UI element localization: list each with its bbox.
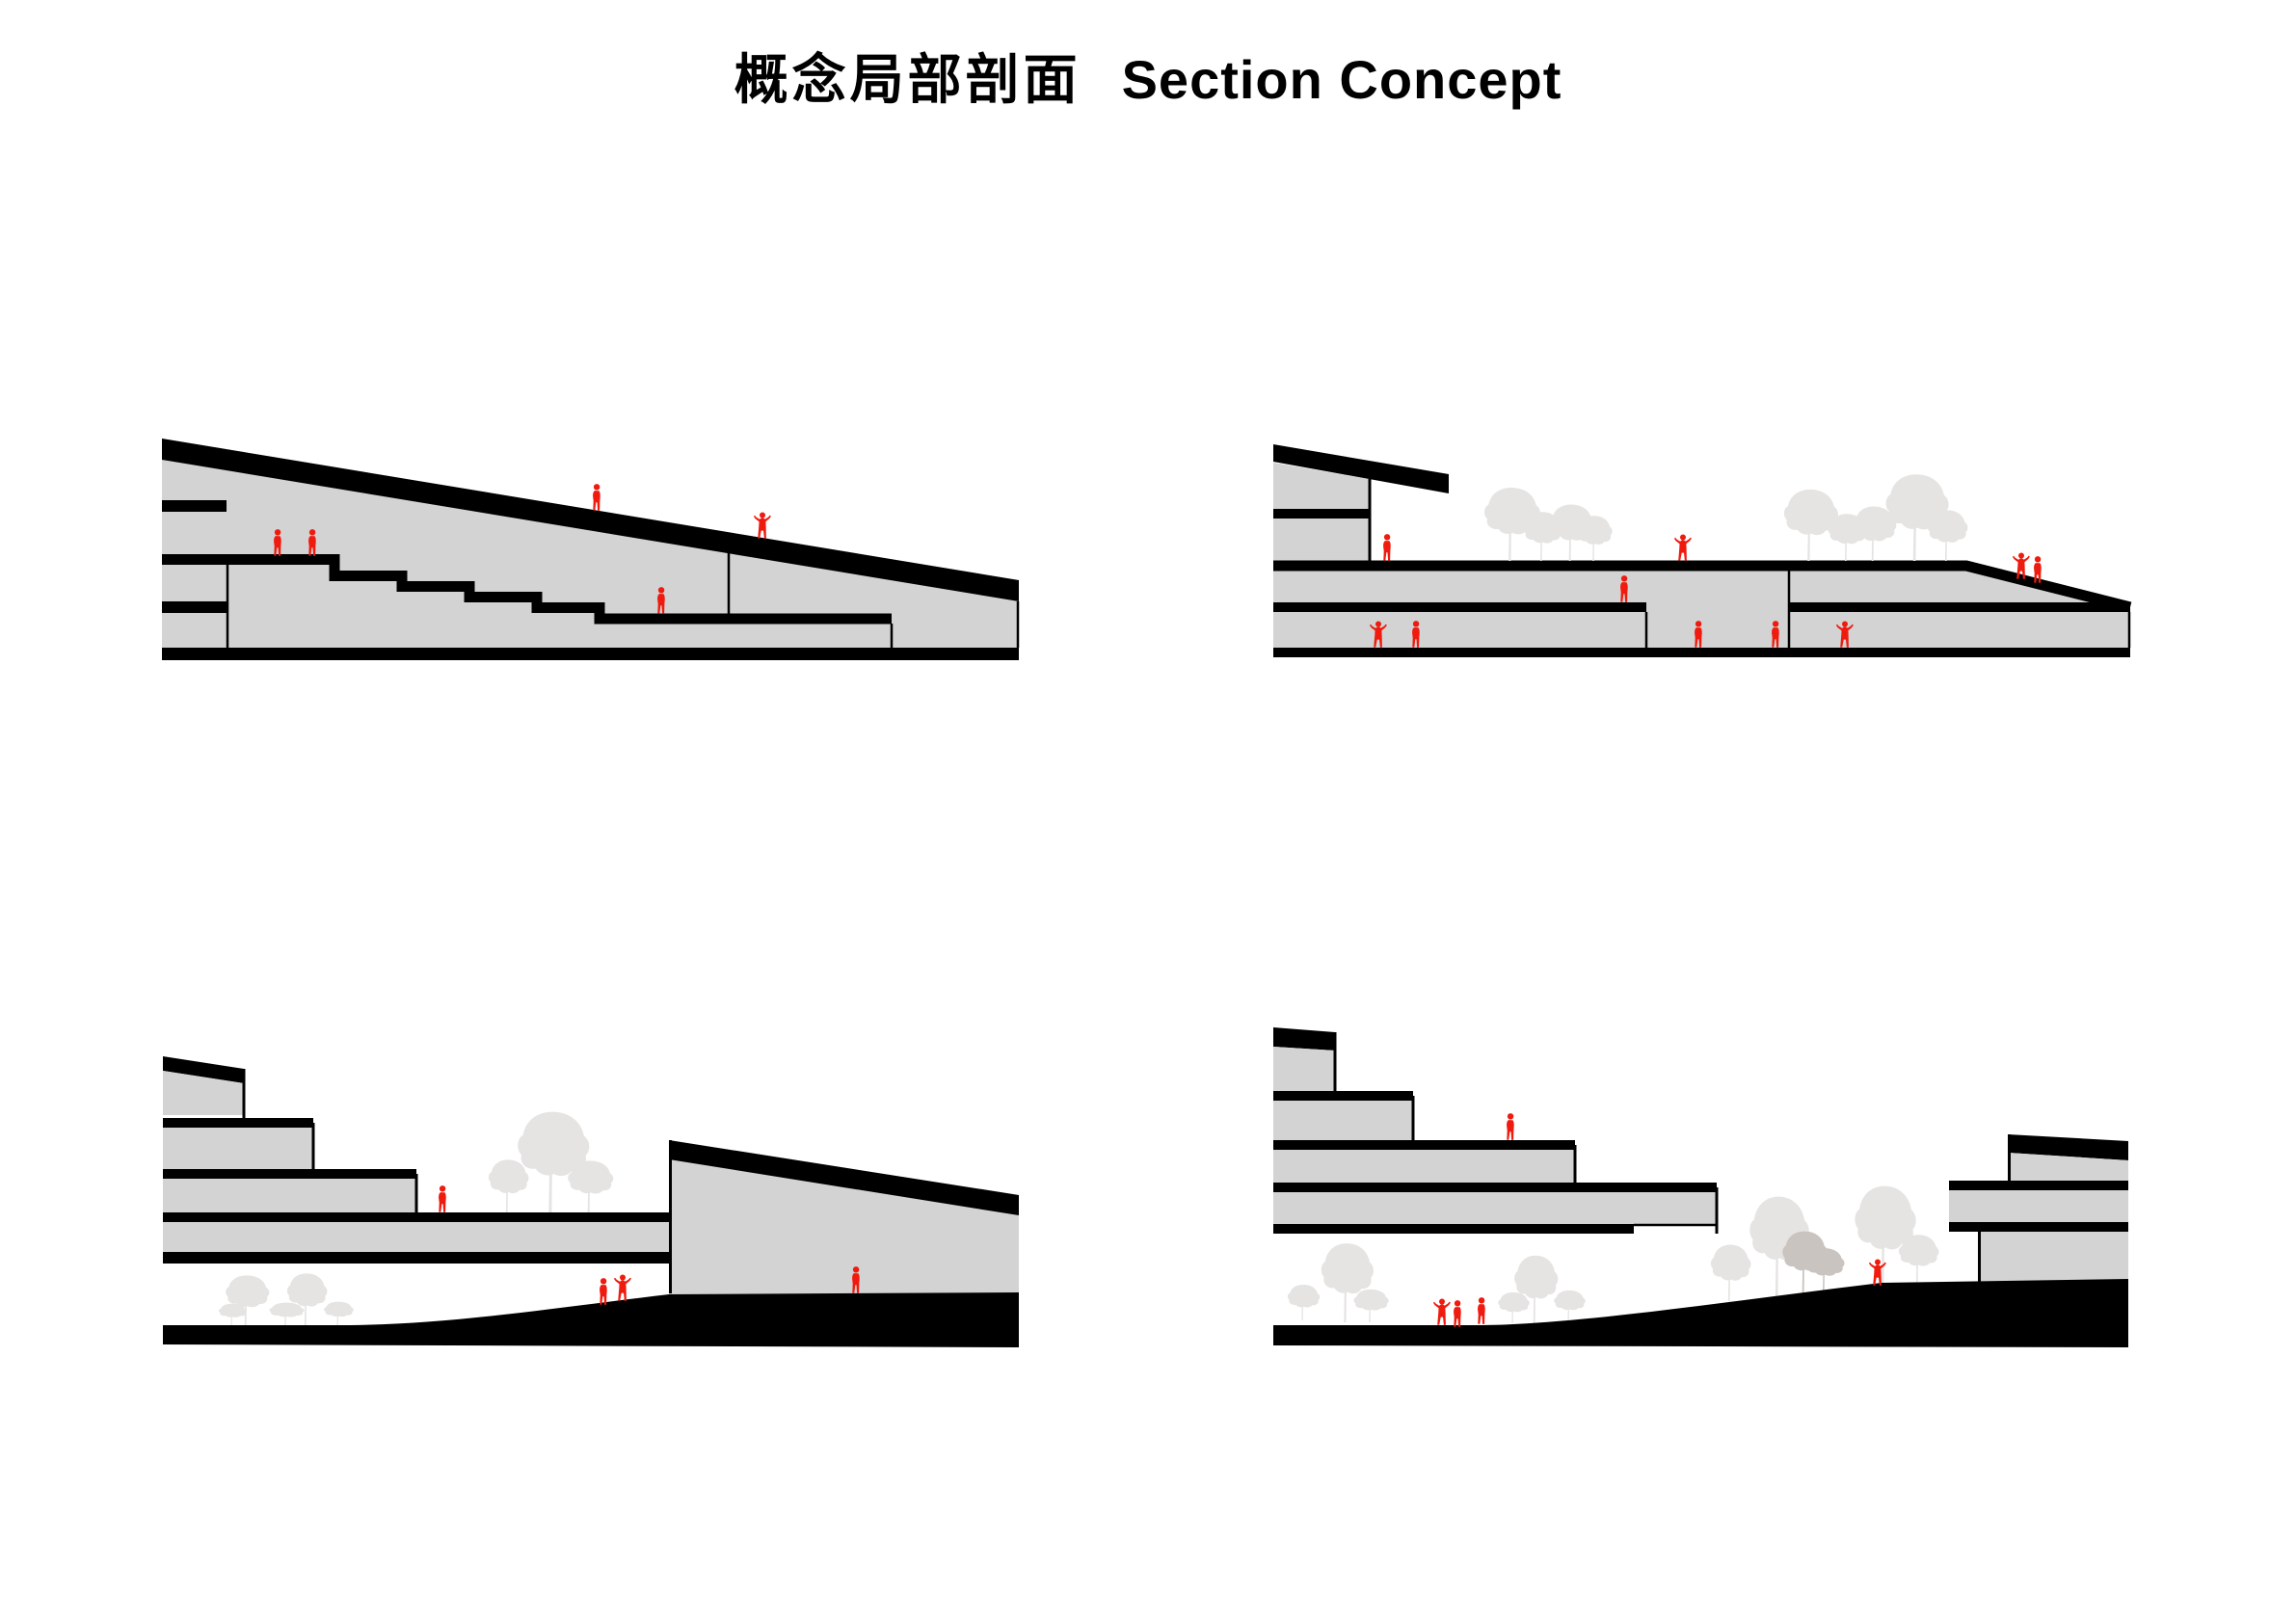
person-arms-up-icon (1432, 1298, 1451, 1325)
br-terrace1-band (1273, 1027, 1335, 1051)
tree-icon (219, 1303, 247, 1325)
br-terrace3-body (1273, 1150, 1575, 1183)
person-stand-icon (439, 1185, 446, 1212)
br-terrace2-band (1273, 1091, 1413, 1101)
tree-icon (269, 1302, 305, 1325)
tree-icon (1710, 1244, 1751, 1301)
tree-icon (226, 1275, 270, 1325)
person-arms-up-icon (1673, 534, 1692, 561)
page-title-en: Section Concept (1121, 49, 1562, 110)
br-pavilion-attic-body (2008, 1153, 2128, 1181)
tree-icon (1321, 1243, 1375, 1322)
br-pavilion-deck-top-band (1949, 1181, 2128, 1190)
section-top-right (1273, 444, 2132, 657)
page-title-zh: 概念局部剖面 (734, 49, 1081, 110)
page-title: 概念局部剖面 Section Concept (0, 37, 2296, 115)
tl-roof-slope (162, 439, 1019, 601)
person-stand-icon (1454, 1300, 1461, 1327)
person-arms-up-icon (613, 1274, 631, 1301)
bl-ground-mass (163, 1292, 1019, 1347)
person-stand-icon (1478, 1297, 1485, 1324)
tr-ground-slab (1273, 648, 2130, 657)
bl-hall-body (669, 1140, 1019, 1294)
br-terrace4-band (1273, 1183, 1717, 1192)
tl-floor-stub-upper (162, 500, 227, 512)
tl-stair-band (162, 554, 892, 625)
person-stand-icon (593, 484, 601, 511)
br-terrace4-bottom-band (1273, 1224, 1634, 1234)
person-stand-icon (1383, 534, 1391, 561)
bl-terrace1-body (163, 1071, 244, 1115)
br-pavilion-pier-body (1978, 1232, 2128, 1283)
tree-icon (1514, 1255, 1559, 1323)
person-stand-icon (1507, 1113, 1514, 1140)
bl-terrace3-body (163, 1179, 416, 1212)
tr-floor-band-left (1273, 602, 1646, 612)
bl-terrace1-band (163, 1056, 244, 1083)
tree-icon (1287, 1284, 1321, 1320)
tree-icon (1353, 1289, 1389, 1322)
tree-icon (1577, 516, 1613, 561)
tree-icon (1554, 1290, 1586, 1321)
tree-icon (1498, 1291, 1530, 1323)
tree-icon (1805, 1248, 1845, 1291)
tree-icon (324, 1301, 354, 1325)
br-ground-mass (1273, 1279, 2128, 1347)
bl-terrace3-band (163, 1169, 416, 1179)
section-top-left (162, 439, 1020, 660)
br-terrace4-body (1273, 1192, 1717, 1224)
tree-icon (518, 1111, 590, 1212)
tree-icon (568, 1160, 614, 1212)
br-terrace2-body (1273, 1101, 1413, 1140)
tr-roof-slope (1273, 444, 1449, 493)
br-pavilion-roof-slope (2008, 1134, 2128, 1160)
bl-deck-body (163, 1222, 670, 1252)
person-arms-up-icon (753, 512, 771, 539)
br-pavilion-deck-bottom-band (1949, 1222, 2128, 1232)
tl-floor-stub-lower (162, 601, 227, 613)
bl-deck-top-band (163, 1212, 670, 1222)
person-stand-icon (600, 1278, 607, 1305)
bl-terrace2-band (163, 1118, 313, 1128)
tree-icon (488, 1159, 529, 1212)
tree-icon (286, 1273, 328, 1325)
tr-wall-floor-band (1273, 509, 1369, 519)
br-terrace1-body (1273, 1047, 1335, 1091)
tree-icon (1855, 1185, 1916, 1286)
section-bottom-right (1273, 1027, 2128, 1347)
tr-deck-and-ramp (1273, 560, 2132, 613)
bl-hall-roof-slope (669, 1140, 1019, 1215)
bl-terrace2-body (163, 1128, 313, 1169)
tree-icon (1898, 1235, 1939, 1284)
tl-ground-slab (162, 648, 1019, 660)
tr-floor-band-right (1790, 602, 2130, 612)
bl-deck-bottom-band (163, 1252, 670, 1264)
tree-icon (1783, 489, 1838, 561)
br-pavilion-deck-body (1949, 1190, 2128, 1222)
br-terrace3-band (1273, 1140, 1575, 1150)
trees-top_right (1484, 474, 1968, 561)
section-bottom-left (163, 1056, 1019, 1347)
tr-body (1273, 561, 2130, 657)
tree-icon (1927, 510, 1968, 561)
